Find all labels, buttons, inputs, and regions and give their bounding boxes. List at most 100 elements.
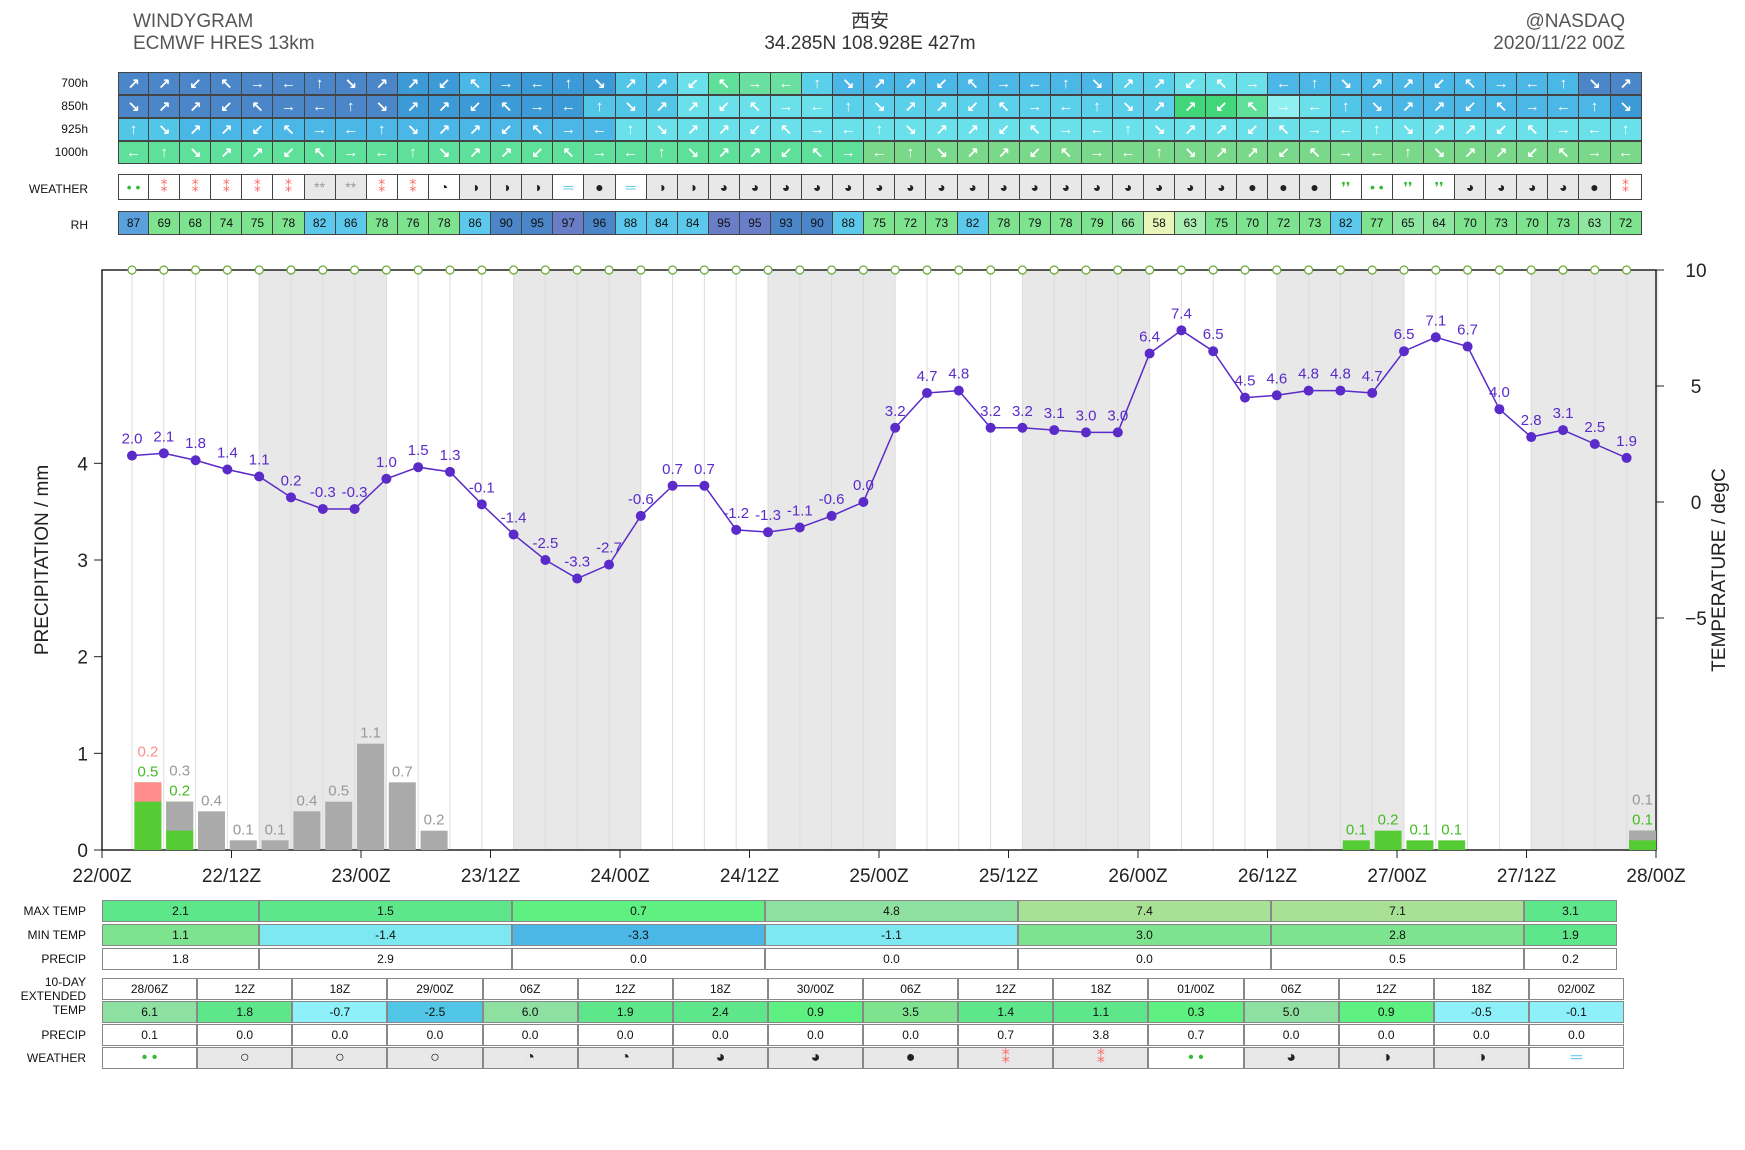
- drizzle-icon: • •: [102, 1047, 198, 1069]
- drizzle-icon: • •: [1148, 1047, 1244, 1069]
- temperature-label: 3.0: [1076, 407, 1097, 424]
- snow-icon: ⁑: [1053, 1047, 1149, 1069]
- summary-row: PRECIP 1.8 2.9 0.0 0.0 0.0 0.5 0.2: [41, 948, 1624, 970]
- surface-wind-marker: [763, 265, 773, 275]
- wind-barb-icon: ↘: [615, 95, 647, 118]
- rh-cell: 78: [366, 211, 398, 235]
- wind-barb-icon: ↖: [1455, 72, 1487, 95]
- temperature-label: 3.0: [1107, 407, 1128, 424]
- wind-barb-icon: ←: [802, 95, 834, 118]
- wind-row-850h: ↘ ↗ ↗ ↙ ↖ → ← ↑ ↘ ↗ ↗ ↙ ↖ → ← ↑ ↘ ↗ ↗ ↙ ↖ → ← ↑ ↘ ↗ ↗ ↙ ↖ → ← ↑ ↘ ↗ ↗ ↙ ↖ → ← ↑…: [118, 95, 1642, 118]
- wind-barb-icon: →: [770, 95, 803, 118]
- temperature-point: [476, 499, 487, 510]
- wind-barb-icon: ←: [770, 72, 803, 95]
- partly-cloudy-icon: ◔: [428, 174, 461, 200]
- wind-barb-icon: ←: [1361, 141, 1393, 164]
- wind-barb-icon: ↖: [1548, 141, 1580, 164]
- extended-precip-cell: 0.0: [577, 1024, 673, 1046]
- summary-min-cell: -1.1: [765, 924, 1018, 946]
- x-tick-label: 24/00Z: [590, 866, 650, 887]
- wind-barb-icon: ↑: [1361, 118, 1393, 141]
- temperature-label: 3.2: [980, 403, 1001, 420]
- summary-precip-cell: 0.0: [765, 948, 1018, 970]
- wind-barb-icon: ↙: [1517, 141, 1549, 164]
- surface-wind-marker: [604, 265, 614, 275]
- surface-wind-marker: [795, 265, 805, 275]
- wind-barb-icon: ↑: [553, 72, 585, 95]
- temperature-point: [1399, 346, 1409, 357]
- precip-label: 0.1: [1632, 812, 1653, 829]
- wind-barb-icon: ↘: [1113, 95, 1145, 118]
- mostly-cloudy-icon: ◕: [988, 174, 1020, 200]
- surface-wind-marker: [1494, 265, 1505, 275]
- wind-barb-icon: ↗: [646, 95, 678, 118]
- wind-barb-icon: ↗: [1206, 118, 1238, 141]
- precip-label: 0.1: [1346, 821, 1367, 838]
- wind-barb-icon: ↗: [895, 95, 927, 118]
- mostly-cloudy-icon: ◕: [1206, 174, 1238, 200]
- fog-icon: ═: [553, 174, 585, 200]
- wind-barb-icon: ↑: [1610, 118, 1642, 141]
- wind-barb-icon: ↘: [677, 141, 709, 164]
- wind-barb-icon: ↘: [1392, 118, 1424, 141]
- rain-icon: ❜❜: [1423, 174, 1456, 200]
- temperature-label: 6.4: [1139, 329, 1160, 346]
- wind-barb-icon: ↖: [770, 118, 803, 141]
- wind-barb-icon: ↘: [366, 95, 398, 118]
- temperature-point: [667, 480, 678, 491]
- precip-label: 0.1: [233, 821, 254, 838]
- rh-cell: 78: [1050, 211, 1082, 235]
- overcast-icon: ●: [584, 174, 616, 200]
- temperature-label: 7.1: [1425, 312, 1446, 329]
- extended-time-cell: 02/00Z: [1528, 978, 1624, 1000]
- wind-barb-icon: ↑: [895, 141, 927, 164]
- wind-barb-icon: →: [1517, 95, 1549, 118]
- left-tick-label: 0: [77, 841, 88, 862]
- surface-wind-marker: [381, 265, 391, 275]
- wind-barb-icon: ←: [1579, 118, 1611, 141]
- partly-cloudy-icon: ◔: [577, 1047, 673, 1069]
- temperature-point: [127, 450, 137, 461]
- extended-temp-cell: -0.7: [292, 1001, 388, 1023]
- summary-precip-cell: 0.0: [512, 948, 765, 970]
- wind-barb-icon: ↑: [1081, 95, 1113, 118]
- wind-barb-icon: ↙: [211, 95, 243, 118]
- wind-barb-icon: ←: [615, 141, 647, 164]
- temperature-point: [1049, 425, 1060, 436]
- wind-barb-icon: ↗: [1237, 141, 1269, 164]
- wind-barb-icon: ↖: [242, 95, 274, 118]
- rh-row: 87 69 68 74 75 78 82 86 78 76 78 86 90 95 97 96 88 84 84 95…: [118, 211, 1642, 235]
- wind-barb-icon: ↗: [988, 141, 1020, 164]
- extended-time-cell: 06Z: [863, 978, 959, 1000]
- surface-wind-marker: [667, 265, 678, 275]
- wind-barb-icon: ←: [1113, 141, 1145, 164]
- extended-time-cell: 29/00Z: [387, 978, 483, 1000]
- wind-barb-icon: ↙: [1268, 141, 1300, 164]
- snow-icon: ⁑: [273, 174, 305, 200]
- rh-cell: 93: [770, 211, 803, 235]
- surface-wind-marker: [699, 265, 710, 275]
- temperature-point: [922, 387, 932, 398]
- rh-cell: 82: [304, 211, 336, 235]
- temperature-point: [1621, 452, 1632, 463]
- extended-temp-cell: 0.9: [1338, 1001, 1434, 1023]
- half-cloudy-icon: ◑: [522, 174, 554, 200]
- half-cloudy-icon: ◑: [491, 174, 523, 200]
- wind-barb-icon: ←: [553, 95, 585, 118]
- x-tick-label: 26/12Z: [1238, 866, 1298, 887]
- temperature-label: -3.3: [564, 554, 590, 571]
- x-tick-label: 23/12Z: [461, 866, 521, 887]
- wind-barb-icon: ↖: [1268, 118, 1300, 141]
- wind-barb-icon: ↑: [615, 118, 647, 141]
- precip-label: 0.1: [1632, 792, 1653, 809]
- temperature-point: [286, 492, 296, 503]
- temperature-point: [1176, 325, 1187, 336]
- temperature-point: [349, 503, 360, 514]
- rh-cell: 95: [708, 211, 740, 235]
- snow-icon: ⁑: [366, 174, 398, 200]
- rh-cell: 77: [1361, 211, 1393, 235]
- wind-barb-icon: ↙: [428, 72, 461, 95]
- wind-barb-icon: ↑: [149, 141, 181, 164]
- wind-barb-icon: ↗: [1610, 72, 1642, 95]
- rh-cell: 82: [1330, 211, 1362, 235]
